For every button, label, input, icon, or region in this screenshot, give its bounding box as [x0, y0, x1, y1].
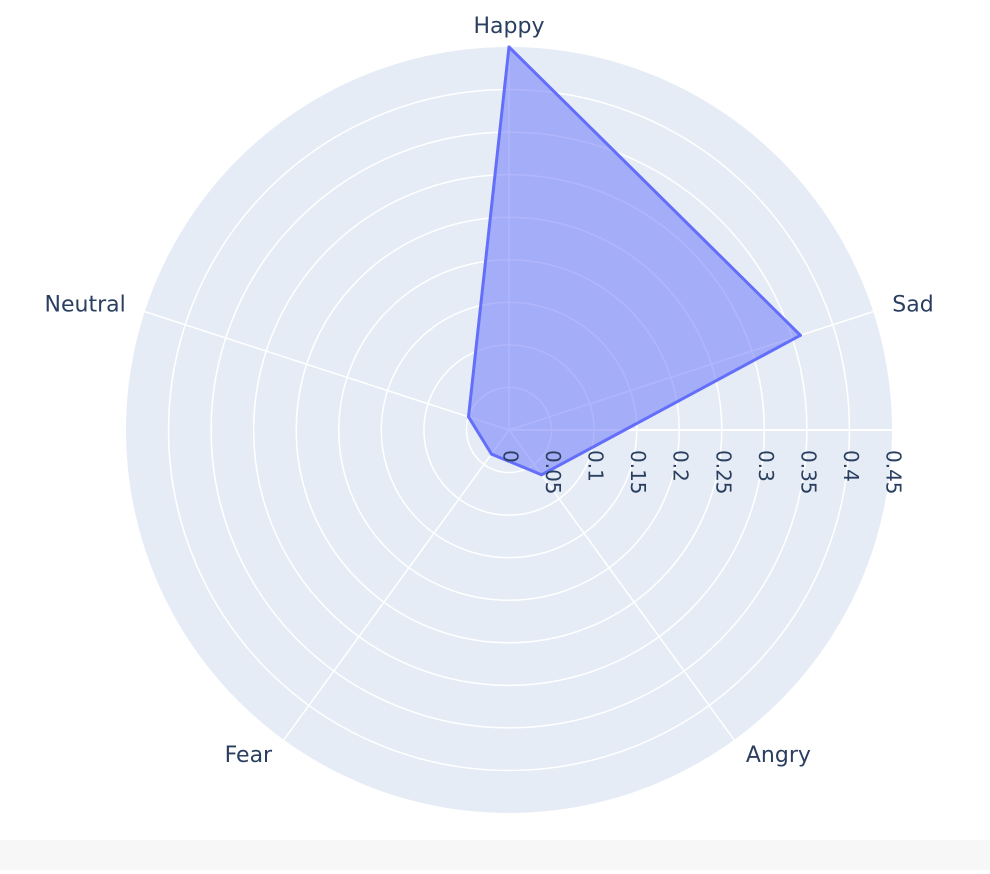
radial-tick-label: 0.35	[796, 450, 820, 495]
category-label-sad: Sad	[892, 292, 933, 317]
radial-tick-label: 0.3	[754, 450, 778, 482]
radial-tick-label: 0.1	[584, 450, 608, 482]
radial-tick-label: 0.25	[711, 450, 735, 495]
spoke-fear	[283, 429, 510, 741]
category-labels: Happy Sad Angry Fear Neutral	[45, 14, 934, 768]
spoke-neutral	[144, 310, 510, 431]
data-point-neutral	[467, 415, 471, 419]
data-point-angry	[540, 473, 544, 477]
radial-tick-label: 0.05	[541, 450, 565, 495]
data-point-happy	[507, 45, 511, 49]
data-point-sad	[798, 333, 802, 337]
series-layer	[467, 45, 802, 477]
radial-tick-labels: 0 0.05 0.1 0.15 0.2 0.25 0.3 0.35 0.4 0.45	[499, 450, 906, 495]
category-label-angry: Angry	[746, 743, 811, 768]
radial-tick-label: 0	[499, 450, 523, 463]
category-label-fear: Fear	[225, 743, 273, 768]
category-label-happy: Happy	[474, 14, 545, 39]
category-label-neutral: Neutral	[45, 292, 126, 317]
radial-tick-label: 0.2	[669, 450, 693, 482]
radial-tick-label: 0.4	[839, 450, 863, 482]
spoke-angry	[508, 429, 735, 741]
radial-tick-label: 0.45	[882, 450, 906, 495]
series-area	[467, 45, 802, 477]
bottom-strip	[0, 840, 990, 870]
radial-tick-label: 0.15	[626, 450, 650, 495]
data-point-fear	[489, 452, 493, 456]
